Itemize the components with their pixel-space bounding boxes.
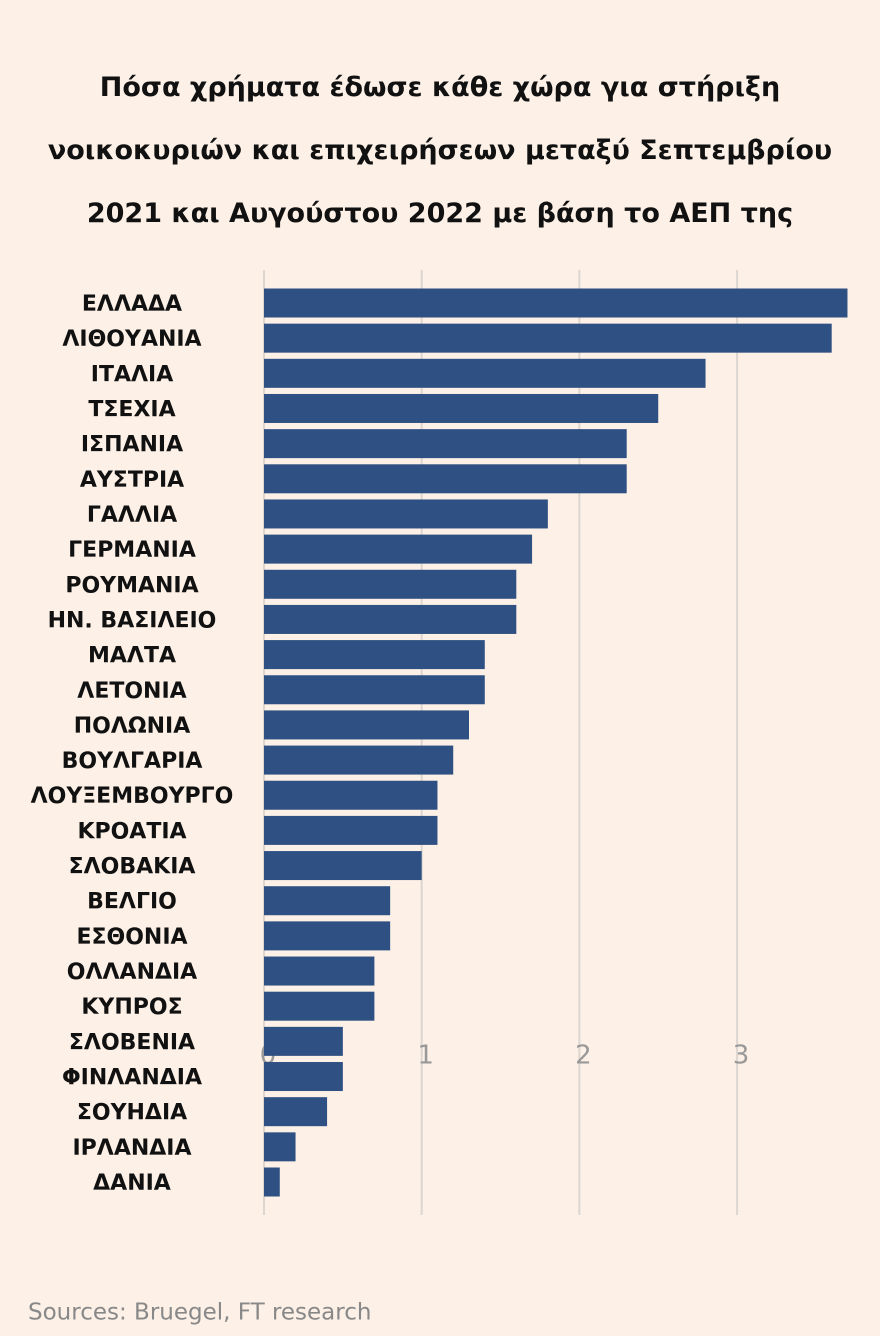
x-tick-label: 1 [417,1041,434,1071]
y-tick-label: ΑΥΣΤΡΙΑ [80,468,184,493]
bar [264,1132,296,1162]
y-tick-label: ΙΡΛΑΝΔΙΑ [72,1136,191,1161]
x-tick-label: 3 [733,1041,750,1071]
bar [264,921,391,951]
bar [264,956,375,986]
y-tick-label: ΔΑΝΙΑ [93,1171,171,1196]
y-tick-label: ΓΑΛΛΙΑ [87,503,177,528]
bar [264,429,627,459]
bar [264,569,517,599]
bar [264,710,469,740]
bar [264,991,375,1021]
bar [264,851,422,881]
y-tick-label: ΚΥΠΡΟΣ [81,995,182,1020]
y-tick-label: ΕΣΘΟΝΙΑ [76,925,187,950]
y-tick-label: ΛΕΤΟΝΙΑ [77,679,186,704]
bar [264,534,533,564]
bar [264,499,548,529]
source: Sources: Bruegel, FT research [28,1300,371,1326]
y-tick-label: ΙΤΑΛΙΑ [91,362,173,387]
y-tick-label: ΙΣΠΑΝΙΑ [81,433,183,458]
y-tick-label: ΛΙΘΟΥΑΝΙΑ [62,327,201,352]
y-tick-label: ΣΛΟΒΑΚΙΑ [69,855,196,880]
bar [264,745,454,775]
y-tick-label: ΟΛΛΑΝΔΙΑ [67,960,197,985]
y-tick-label: ΠΟΛΩΝΙΑ [74,714,190,739]
bar [264,464,627,494]
y-tick-label: ΡΟΥΜΑΝΙΑ [65,573,198,598]
x-tick-label: 2 [575,1041,592,1071]
y-tick-label: ΛΟΥΞΕΜΒΟΥΡΓΟ [31,784,234,809]
bar [264,1062,343,1092]
bar [264,780,438,810]
y-tick-label: ΣΟΥΗΔΙΑ [77,1101,187,1126]
y-tick-label: ΜΑΛΤΑ [88,644,176,669]
y-tick-label: ΤΣΕΧΙΑ [88,397,175,422]
bar [264,675,485,705]
y-tick-label: ΦΙΝΛΑΝΔΙΑ [62,1066,202,1091]
bar [264,604,517,634]
bar [264,358,706,388]
bar [264,393,659,423]
y-tick-label: ΕΛΛΑΔΑ [82,292,182,317]
bar [264,288,848,318]
y-tick-label: ΓΕΡΜΑΝΙΑ [68,538,196,563]
bar [264,815,438,845]
bar [264,1026,343,1056]
y-tick-label: ΣΛΟΒΕΝΙΑ [69,1030,195,1055]
y-tick-label: ΚΡΟΑΤΙΑ [77,819,186,844]
bar [264,886,391,916]
y-tick-label: ΒΟΥΛΓΑΡΙΑ [62,749,203,774]
y-tick-label: ΗΝ. ΒΑΣΙΛΕΙΟ [48,608,217,633]
chart-title: Πόσα χρήματα έδωσε κάθε χώρα για στήριξη… [47,72,833,229]
bar [264,640,485,670]
y-tick-label: ΒΕΛΓΙΟ [87,890,177,915]
bar [264,1167,280,1197]
bar [264,323,832,353]
bar [264,1097,328,1127]
